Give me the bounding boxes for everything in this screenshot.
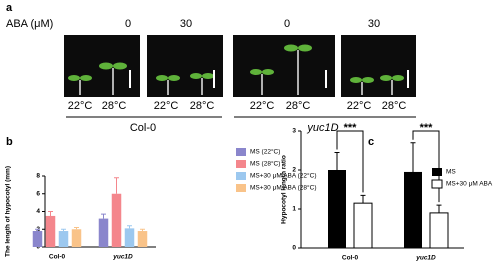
y-tick-label: 2 (292, 167, 296, 174)
error-bar (35, 228, 40, 232)
bar (124, 228, 135, 247)
error-bar (334, 151, 340, 170)
temperature: 22°C (68, 100, 93, 112)
bar (32, 231, 43, 247)
bar (58, 231, 69, 247)
bar (429, 212, 449, 249)
x-tick-label: Col-0 (342, 255, 359, 262)
temperature: 22°C (154, 100, 179, 112)
annotation: *** (420, 122, 434, 134)
significance-bracket (336, 130, 364, 193)
genotype: yuc1D (306, 122, 338, 134)
concentration: 0 (284, 18, 290, 30)
error-bar (140, 228, 145, 232)
legend-label: MS (446, 169, 456, 176)
legend-label: MS+30 μM ABA (28°C) (250, 184, 317, 192)
bar (71, 229, 82, 247)
bar (353, 202, 373, 249)
y-tick-label: 8 (36, 173, 40, 180)
y-tick-label: 0 (292, 245, 296, 252)
legend-label: MS+30 μM ABA (446, 181, 493, 188)
error-bar (74, 226, 79, 230)
panel-label: a (6, 2, 13, 14)
error-bar (61, 228, 66, 232)
y-axis-title: Hypocotyl length ratio (281, 155, 288, 224)
bar (111, 193, 122, 247)
concentration: 30 (180, 18, 192, 30)
legend-swatch (236, 184, 246, 192)
legend-swatch (431, 179, 443, 189)
error-bar (101, 213, 106, 219)
y-tick-label: 4 (36, 208, 40, 215)
y-tick-label: 1 (292, 206, 296, 213)
concentration: 0 (125, 18, 131, 30)
panel-label: b (6, 136, 13, 148)
significance-bracket (412, 130, 440, 203)
temperature: 22°C (347, 100, 372, 112)
bar (98, 218, 109, 247)
x-tick-label: yuc1D (112, 254, 133, 261)
y-axis-title: The length of hypocotyl (mm) (5, 166, 12, 257)
photos (64, 35, 416, 97)
temperature: 28°C (102, 100, 127, 112)
panel-label: c (368, 136, 374, 148)
legend-swatch (236, 148, 246, 156)
legend-swatch (236, 160, 246, 168)
annotation: *** (344, 122, 358, 134)
error-bar (360, 194, 366, 204)
legend-swatch (236, 172, 246, 180)
treatment-label: ABA (μM) (6, 18, 53, 30)
bar (45, 215, 56, 247)
y-tick-label: 6 (36, 190, 40, 197)
temperature: 28°C (190, 100, 215, 112)
x-tick-label: Col-0 (49, 254, 66, 261)
temperature: 28°C (286, 100, 311, 112)
y-tick-label: 3 (292, 128, 296, 135)
y-tick-label: 0 (36, 244, 40, 251)
temperature: 22°C (250, 100, 275, 112)
error-bar (48, 211, 53, 216)
error-bar (114, 177, 119, 194)
legend-label: MS+30 μM ABA (22°C) (250, 172, 317, 180)
temperature: 28°C (382, 100, 407, 112)
error-bar (436, 204, 442, 213)
error-bar (127, 225, 132, 229)
legend-swatch (432, 168, 442, 176)
legend-label: MS (28°C) (250, 160, 280, 168)
x-tick-label: yuc1D (415, 255, 436, 262)
bar (137, 231, 148, 247)
error-bar (410, 142, 416, 172)
genotype: Col-0 (130, 122, 156, 134)
bar (404, 171, 422, 248)
bar (328, 170, 346, 248)
legend-label: MS (22°C) (250, 148, 280, 156)
concentration: 30 (368, 18, 380, 30)
